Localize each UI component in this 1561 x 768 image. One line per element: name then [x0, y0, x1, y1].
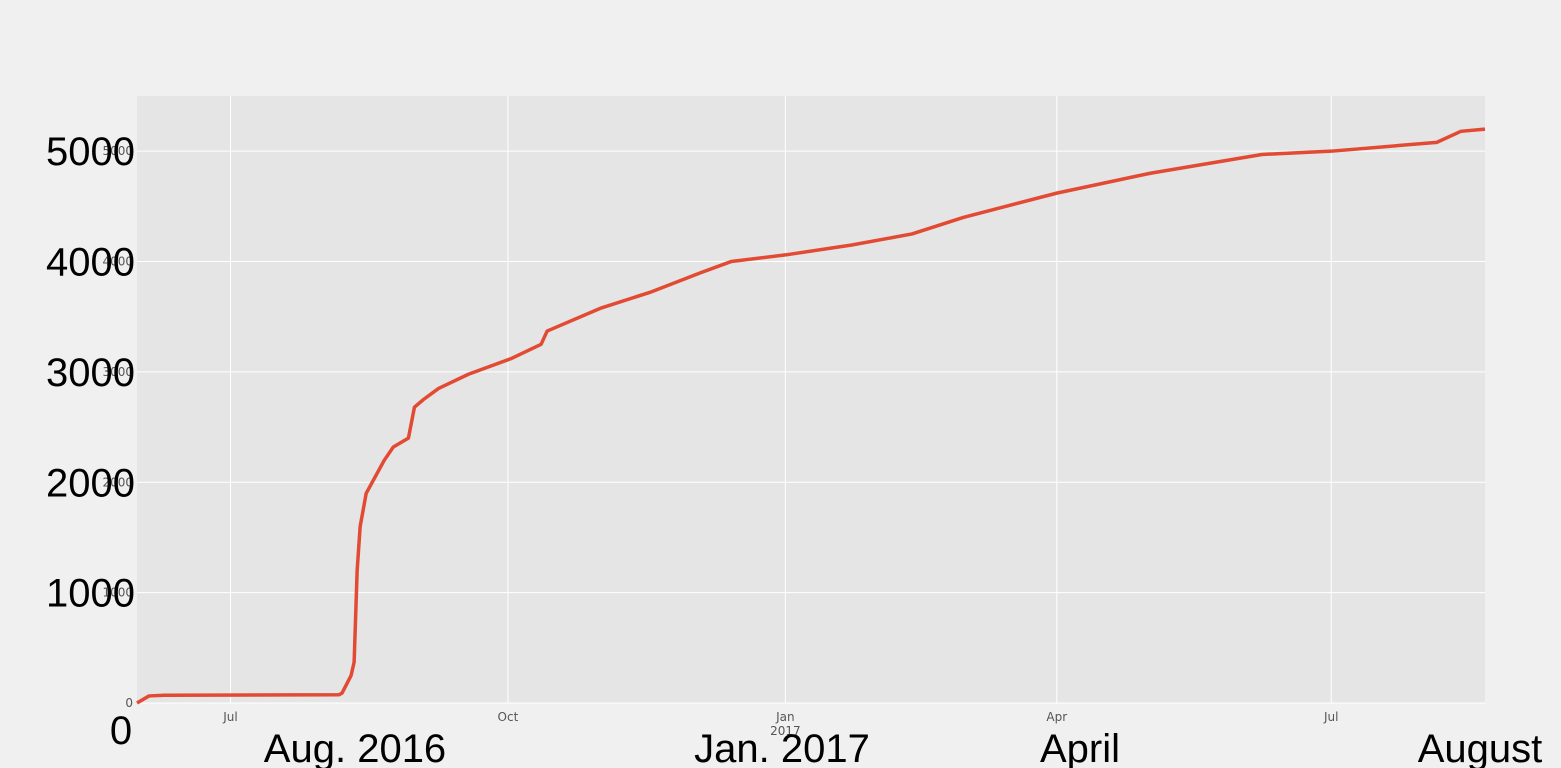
x-tick-label: Jul — [1323, 710, 1338, 724]
y-big-label: 2000 — [46, 461, 135, 505]
y-big-label: 0 — [110, 709, 132, 753]
x-tick-line: 2017 — [770, 724, 801, 738]
y-tick-label: 1000 — [102, 586, 133, 600]
annotation: April — [1040, 727, 1120, 768]
x-tick-label: Jan 2017 — [770, 710, 801, 738]
y-big-label: 4000 — [46, 241, 135, 285]
x-tick-line: Jan — [775, 710, 795, 724]
y-big-label: 5000 — [46, 130, 135, 174]
x-tick-label: Oct — [498, 710, 519, 724]
y-tick-label: 5000 — [102, 144, 133, 158]
y-big-label: 3000 — [46, 351, 135, 395]
y-tick-label: 4000 — [102, 255, 133, 269]
annotation: Jan. 2017 — [694, 727, 870, 768]
annotation: Aug. 2016 — [264, 727, 446, 768]
y-tick-label: 0 — [125, 696, 133, 710]
y-tick-label: 3000 — [102, 365, 133, 379]
x-tick-label: Jul — [222, 710, 237, 724]
annotation: August — [1418, 727, 1543, 768]
plot-area — [137, 96, 1485, 703]
line — [136, 127, 1486, 705]
y-big-label: 1000 — [46, 572, 135, 616]
x-tick-label: Apr — [1046, 710, 1067, 724]
y-tick-label: 2000 — [102, 475, 133, 489]
